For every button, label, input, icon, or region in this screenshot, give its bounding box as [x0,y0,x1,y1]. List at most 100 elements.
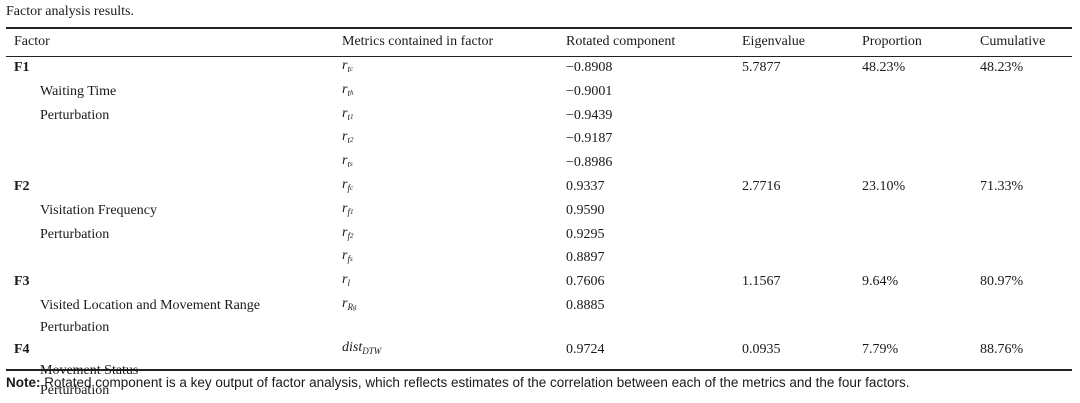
metric-subscript: f [347,254,350,265]
note-text: Rotated component is a key output of fac… [40,375,910,390]
metric-sub-subscript: c [349,183,354,192]
metric-subscript: f [347,230,350,241]
metric-subscript: R [347,301,353,312]
metric-cell: rt1 [342,104,566,128]
factor-cell: Perturbation [6,381,342,401]
cumulative-cell [980,151,1072,175]
factor-description: Perturbation [40,319,110,335]
metric-symbol: r [342,58,348,73]
proportion-cell: 7.79% [862,341,899,357]
proportion-cell [862,223,980,247]
cumulative-cell [980,294,1072,318]
header-eigenvalue: Eigenvalue [742,34,805,49]
metric-cell: rtc [342,56,566,80]
factor-id: F1 [14,60,30,75]
proportion-cell [862,151,980,175]
table-bottom-rule [6,369,1072,371]
table-row: Perturbation rf2 0.9295 [6,223,1072,247]
metric-symbol: r [342,272,348,288]
metric-sub-subscript: 2 [349,231,354,240]
metric-cell: rth [342,80,566,104]
rotated-component-cell: 0.8897 [566,250,605,266]
factor-cell: Visitation Frequency [6,199,342,223]
table-row: F1 rtc −0.8908 5.7877 48.23% 48.23% [6,56,1072,80]
metric-subscript: DTW [362,345,382,356]
factor-cell [6,127,342,151]
metric-sub-subscript: s [349,160,353,169]
factor-description: Movement Status [40,363,139,379]
factor-cell: F1 [6,56,342,80]
rotated-component-cell: 0.9337 [566,178,605,194]
rotated-component-cell [566,318,742,338]
header-row: Factor Metrics contained in factor Rotat… [6,28,1072,56]
table-row: rfs 0.8897 [6,246,1072,270]
table-caption: Factor analysis results. [6,4,134,19]
metric-symbol: r [342,200,348,216]
metric-subscript: t [347,64,350,74]
metric-symbol: r [342,129,348,145]
note-label: Note: [6,375,41,390]
cumulative-cell: 88.76% [980,341,1024,357]
metric-symbol: r [342,224,348,240]
factor-description: Perturbation [40,226,110,242]
table-row: F4 distDTW 0.9724 0.0935 7.79% 88.76% [6,338,1072,362]
cumulative-cell [980,223,1072,247]
table-row: Visited Location and Movement Range rRg 0.… [6,294,1072,318]
table-row: rts −0.8986 [6,151,1072,175]
table-row: F3 rl 0.7606 1.1567 9.64% 80.97% [6,270,1072,294]
cumulative-cell [980,246,1072,270]
table-top-rule [6,27,1072,29]
metric-subscript: l [347,278,350,289]
cumulative-cell: 48.23% [980,60,1024,75]
metric-symbol: r [342,248,348,264]
proportion-cell [862,246,980,270]
eigenvalue-cell: 0.0935 [742,341,781,357]
metric-sub-subscript: h [349,88,354,97]
metric-cell: rfc [342,175,566,199]
factor-description: Perturbation [40,107,110,123]
cumulative-cell [980,127,1072,151]
factor-description: Visited Location and Movement Range [40,297,260,313]
cumulative-cell [980,199,1072,223]
metric-subscript: t [347,87,350,98]
metric-symbol: r [342,81,348,97]
proportion-cell: 9.64% [862,274,899,290]
table-row: rt2 −0.9187 [6,127,1072,151]
metric-subscript: f [347,182,350,193]
factor-description: Visitation Frequency [40,202,157,218]
eigenvalue-cell [742,80,862,104]
eigenvalue-cell [742,246,862,270]
factor-cell: F3 [6,270,342,294]
eigenvalue-cell [742,151,862,175]
factor-cell: Perturbation [6,318,342,338]
metric-symbol: r [342,176,348,192]
table-row: Perturbation rt1 −0.9439 [6,104,1072,128]
header-metrics: Metrics contained in factor [342,34,494,49]
proportion-cell [862,294,980,318]
metric-sub-subscript: 1 [349,112,354,121]
table-row: Perturbation [6,318,1072,338]
metric-sub-subscript: 1 [349,207,354,216]
header-rotated-component: Rotated component [566,34,676,49]
header-proportion: Proportion [862,34,922,49]
factor-cell: Movement Status [6,361,342,381]
metric-cell [342,318,566,338]
proportion-cell: 48.23% [862,60,906,75]
factor-cell: Visited Location and Movement Range [6,294,342,318]
metric-sub-subscript: 2 [349,136,354,145]
table-body: F1 rtc −0.8908 5.7877 48.23% 48.23% Waiting Ti… [6,56,1072,401]
metric-symbol: r [342,105,348,121]
factor-cell: Perturbation [6,223,342,247]
rotated-component-cell: −0.9001 [566,83,613,99]
eigenvalue-cell: 1.1567 [742,274,781,290]
cumulative-cell: 80.97% [980,274,1024,290]
rotated-component-cell: 0.9724 [566,341,605,357]
metric-symbol: r [342,295,348,311]
eigenvalue-cell: 5.7877 [742,60,781,75]
metric-cell: rts [342,151,566,175]
metric-cell: rl [342,270,566,294]
table-header-rule [6,56,1072,57]
eigenvalue-cell [742,104,862,128]
eigenvalue-cell [742,318,862,338]
metric-cell: rf1 [342,199,566,223]
